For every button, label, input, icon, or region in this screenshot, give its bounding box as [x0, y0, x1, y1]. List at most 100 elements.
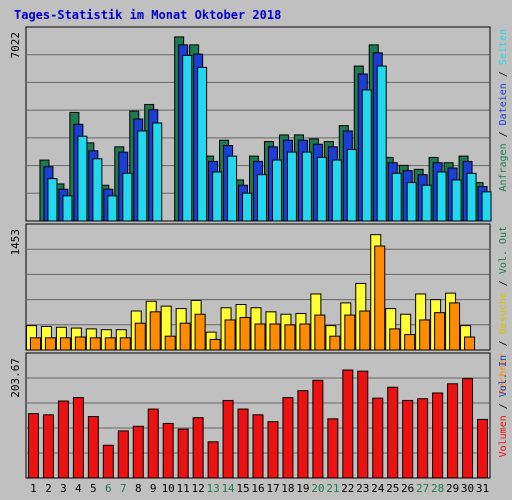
legend-text: Dateien	[498, 83, 509, 125]
rechner-bar	[464, 336, 476, 351]
rechner-bar	[344, 314, 356, 351]
legend-text: /	[498, 125, 509, 143]
volumen-bar	[147, 408, 159, 479]
x-tick-label: 7	[120, 482, 127, 495]
legend-text: /	[498, 334, 509, 352]
x-tick-label: 2	[45, 482, 52, 495]
middle-ymax-label: 1453	[9, 229, 22, 256]
volumen-bar	[207, 441, 219, 479]
seiten-bar	[227, 155, 238, 222]
rechner-bar	[359, 310, 371, 351]
rechner-bar	[449, 302, 461, 351]
rechner-bar	[29, 337, 41, 351]
seiten-bar	[137, 130, 148, 222]
volumen-bar	[87, 416, 99, 479]
volumen-bar	[267, 421, 279, 479]
x-tick-label: 12	[192, 482, 205, 495]
legend-text: Besuche	[498, 292, 509, 334]
volumen-bar	[297, 390, 309, 479]
x-tick-label: 17	[266, 482, 279, 495]
rechner-bar	[239, 317, 251, 351]
x-tick-label: 4	[75, 482, 82, 495]
x-tick-label: 27	[416, 482, 429, 495]
x-tick-label: 28	[431, 482, 444, 495]
volumen-bar	[27, 413, 39, 479]
rechner-bar	[44, 337, 56, 351]
rechner-bar	[224, 319, 236, 351]
volumen-bar	[462, 378, 474, 479]
rechner-bar	[89, 337, 101, 351]
seiten-bar	[197, 66, 208, 222]
rechner-bar	[164, 335, 176, 351]
x-tick-label: 19	[296, 482, 309, 495]
x-tick-label: 3	[60, 482, 67, 495]
volumen-bar	[252, 414, 264, 479]
volumen-bar	[237, 408, 249, 479]
x-tick-label: 21	[326, 482, 339, 495]
seiten-bar	[481, 191, 492, 222]
rechner-bar	[119, 337, 131, 351]
volumen-bar	[327, 418, 339, 479]
x-tick-label: 16	[251, 482, 264, 495]
seiten-bar	[436, 171, 447, 222]
seiten-bar	[466, 172, 477, 222]
volumen-bar	[312, 379, 324, 479]
x-tick-label: 13	[206, 482, 219, 495]
seiten-bar	[47, 178, 58, 222]
seiten-bar	[301, 151, 312, 222]
rechner-bar	[149, 311, 161, 351]
x-tick-label: 9	[150, 482, 157, 495]
rechner-bar	[299, 323, 311, 351]
x-tick-label: 25	[386, 482, 399, 495]
rechner-bar	[419, 319, 431, 351]
legend-text: Volumen	[498, 415, 509, 457]
legend-text: Anfragen	[498, 143, 509, 191]
legend-text: /	[498, 274, 509, 292]
seiten-bar	[77, 135, 88, 222]
x-tick-label: 11	[177, 482, 190, 495]
volumen-bar	[477, 418, 489, 479]
rechner-bar	[389, 328, 401, 351]
volumen-bar	[357, 370, 369, 479]
legend-text: /	[498, 397, 509, 415]
rechner-bar	[209, 338, 221, 351]
volumen-bar	[342, 369, 354, 479]
seiten-bar	[62, 195, 73, 222]
rechner-bar	[74, 336, 86, 351]
x-tick-label: 29	[446, 482, 459, 495]
legend-text: Vol. In	[498, 355, 509, 397]
rechner-bar	[269, 323, 281, 351]
volumen-bar	[192, 417, 204, 479]
volumen-bar	[162, 422, 174, 479]
legend-text: /	[498, 65, 509, 83]
x-tick-label: 15	[236, 482, 249, 495]
seiten-bar	[346, 148, 357, 222]
rechner-bar	[134, 322, 146, 351]
legend-text: Rechner	[498, 352, 509, 394]
volumen-bar	[102, 444, 114, 479]
x-tick-label: 14	[221, 482, 235, 495]
volumen-bar	[372, 397, 384, 479]
seiten-bar	[242, 192, 253, 222]
rechner-bar	[59, 337, 71, 351]
x-tick-label: 10	[162, 482, 175, 495]
rechner-bar	[254, 323, 266, 351]
x-tick-label: 23	[356, 482, 369, 495]
seiten-bar	[376, 65, 387, 222]
seiten-bar	[257, 174, 267, 222]
volumen-bar	[57, 400, 69, 479]
seiten-bar	[421, 184, 432, 222]
top-legend-label: Anfragen / Dateien / Seiten	[498, 29, 509, 192]
volumen-bar	[402, 399, 414, 479]
x-tick-label: 8	[135, 482, 142, 495]
seiten-bar	[212, 171, 223, 222]
seiten-bar	[122, 172, 133, 222]
seiten-bar	[107, 195, 118, 222]
middle-legend-label: Rechner / Besuche / Vol. Out	[498, 226, 509, 395]
x-tick-label: 24	[371, 482, 385, 495]
x-tick-label: 1	[30, 482, 37, 495]
volumen-bar	[282, 397, 294, 479]
seiten-bar	[316, 156, 327, 222]
top-ymax-label: 7022	[9, 32, 22, 59]
